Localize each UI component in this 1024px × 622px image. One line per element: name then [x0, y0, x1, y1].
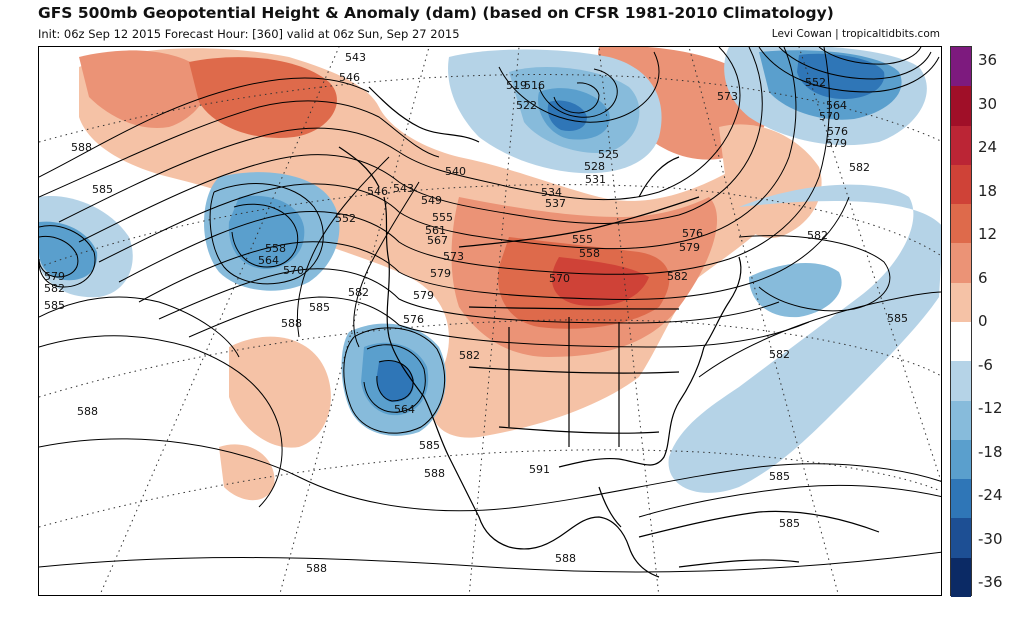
- contour-label: 543: [345, 51, 366, 64]
- colorbar-segment: [951, 204, 971, 244]
- contour-label: 579: [430, 267, 451, 280]
- colorbar-tick-label: -18: [978, 442, 1003, 461]
- colorbar: [950, 46, 972, 597]
- contour-label: 531: [585, 173, 606, 186]
- contour-label: 582: [667, 270, 688, 283]
- colorbar-segment: [951, 557, 971, 597]
- colorbar-tick-label: -36: [978, 573, 1003, 591]
- contour-label: 549: [421, 194, 442, 207]
- contour-label: 534: [541, 186, 562, 199]
- contour-label: 582: [348, 286, 369, 299]
- map-panel: 543 546 519 516 522 525 528 531 534 537 540 543 546 5…: [38, 46, 942, 596]
- colorbar-tick-label: 6: [978, 268, 988, 287]
- contour-label: 558: [265, 242, 286, 255]
- contour-label: 555: [432, 211, 453, 224]
- colorbar-segment: [951, 479, 971, 519]
- contour-label: 588: [77, 405, 98, 418]
- coastlines: [338, 86, 880, 578]
- contour-label: 579: [44, 270, 65, 283]
- contour-label: 588: [71, 141, 92, 154]
- contour-label: 558: [579, 247, 600, 260]
- contour-label: 585: [92, 183, 113, 196]
- contour-label: 582: [849, 161, 870, 174]
- contour-label: 546: [339, 71, 360, 84]
- contour-label: 588: [555, 552, 576, 565]
- colorbar-segment: [951, 400, 971, 440]
- contour-label: 582: [44, 282, 65, 295]
- contour-label: 585: [887, 312, 908, 325]
- colorbar-segment: [951, 439, 971, 480]
- colorbar-tick-label: -30: [978, 529, 1003, 548]
- colorbar-segment: [951, 321, 971, 362]
- contour-label: 570: [549, 272, 570, 285]
- contour-label: 582: [769, 348, 790, 361]
- colorbar-tick-label: 30: [978, 94, 998, 113]
- contour-label: 579: [826, 137, 847, 150]
- colorbar-segment: [951, 243, 971, 283]
- contour-label: 552: [335, 212, 356, 225]
- contour-label: 570: [283, 264, 304, 277]
- contour-label: 537: [545, 197, 566, 210]
- contour-label: 573: [717, 90, 738, 103]
- contour-label: 579: [413, 289, 434, 302]
- contour-label: 561: [425, 224, 446, 237]
- colorbar-segment: [951, 164, 971, 205]
- map-title: GFS 500mb Geopotential Height & Anomaly …: [38, 4, 834, 22]
- contour-label: 588: [306, 562, 327, 575]
- colorbar-tick-label: 36: [978, 51, 998, 69]
- contour-label: 555: [572, 233, 593, 246]
- contour-label: 522: [516, 99, 537, 112]
- colorbar-segment: [951, 47, 971, 87]
- credit-label: Levi Cowan | tropicaltidbits.com: [771, 28, 940, 40]
- contour-label: 564: [826, 99, 847, 112]
- colorbar-tick-label: 18: [978, 181, 998, 200]
- height-contours: [39, 47, 941, 573]
- contour-label: 525: [598, 148, 619, 161]
- colorbar-segment: [951, 86, 971, 126]
- contour-label: 588: [281, 317, 302, 330]
- colorbar-tick-label: 0: [978, 312, 988, 330]
- contour-label: 585: [769, 470, 790, 483]
- colorbar-tick-label: 12: [978, 225, 998, 243]
- contour-label: 528: [584, 160, 605, 173]
- contour-label: 564: [258, 254, 279, 267]
- contour-label: 585: [419, 439, 440, 452]
- contour-label: 570: [819, 110, 840, 123]
- colorbar-segment: [951, 282, 971, 322]
- contour-label: 579: [679, 241, 700, 254]
- contour-label: 573: [443, 250, 464, 263]
- contour-label: 540: [445, 165, 466, 178]
- contour-label: 582: [459, 349, 480, 362]
- contour-label: 582: [807, 229, 828, 242]
- colorbar-segment: [951, 361, 971, 401]
- colorbar-tick-label: -6: [978, 355, 993, 374]
- contour-label: 543: [393, 182, 414, 195]
- contour-label: 564: [394, 403, 415, 416]
- colorbar-segment: [951, 125, 971, 165]
- contour-label: 585: [779, 517, 800, 530]
- contour-label: 567: [427, 234, 448, 247]
- colorbar-segment: [951, 518, 971, 558]
- colorbar-tick-label: -24: [978, 486, 1003, 504]
- contour-label: 591: [529, 463, 550, 476]
- contour-label: 516: [524, 79, 545, 92]
- contour-label: 576: [827, 125, 848, 138]
- contour-label: 588: [424, 467, 445, 480]
- colorbar-tick-label: -12: [978, 399, 1003, 417]
- contour-label: 585: [309, 301, 330, 314]
- graticule: [39, 47, 941, 595]
- negative-anomaly-shading: [39, 47, 941, 493]
- colorbar-tick-label: 24: [978, 138, 998, 156]
- contour-label: 585: [44, 299, 65, 312]
- map-subtitle: Init: 06z Sep 12 2015 Forecast Hour: [36…: [38, 27, 460, 41]
- contour-label: 576: [403, 313, 424, 326]
- contour-label: 552: [805, 76, 826, 89]
- contour-label: 576: [682, 227, 703, 240]
- contour-label: 519: [506, 79, 527, 92]
- contour-label: 546: [367, 185, 388, 198]
